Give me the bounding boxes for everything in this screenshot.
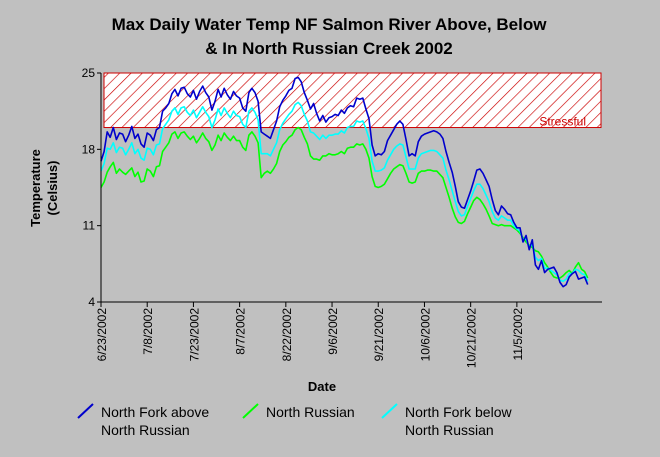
legend-label-below-2: North Russian (405, 422, 494, 438)
legend-swatch-north-russian (242, 403, 259, 419)
legend: North Fork above North Russian North Rus… (77, 403, 512, 438)
legend-swatch-above (77, 403, 94, 419)
x-tick-label: 8/22/2002 (280, 308, 294, 362)
series-layer (100, 76, 589, 288)
x-ticks: 6/23/2002 7/8/2002 7/23/2002 8/7/2002 8/22/2… (95, 302, 525, 368)
series-line-north-fork-above (100, 76, 589, 288)
legend-label-above-2: North Russian (101, 422, 190, 438)
stressful-band (103, 72, 602, 129)
y-tick-label: 4 (88, 295, 95, 309)
y-axis-title-line1: Temperature (28, 149, 43, 227)
legend-label-north-russian: North Russian (266, 404, 355, 420)
x-tick-label: 6/23/2002 (95, 308, 109, 362)
series-line-north-russian (100, 126, 589, 279)
y-tick-label: 11 (83, 219, 96, 233)
legend-label-above-1: North Fork above (101, 404, 209, 420)
x-tick-label: 10/6/2002 (418, 308, 432, 362)
y-tick-label: 18 (82, 142, 96, 156)
y-ticks: 4 11 18 25 (82, 66, 101, 309)
chart-title-line1: Max Daily Water Temp NF Salmon River Abo… (112, 15, 548, 34)
y-axis-title-line2: (Celsius) (45, 161, 60, 216)
x-tick-label: 7/8/2002 (141, 308, 155, 355)
x-tick-label: 9/21/2002 (372, 308, 386, 362)
legend-swatch-below (381, 403, 398, 419)
x-tick-label: 8/7/2002 (234, 308, 248, 355)
x-tick-label: 9/6/2002 (326, 308, 340, 355)
series-line-north-fork-below (100, 101, 589, 283)
chart-title-line2: & In North Russian Creek 2002 (205, 39, 453, 58)
y-tick-label: 25 (82, 66, 96, 80)
legend-label-below-1: North Fork below (405, 404, 512, 420)
stressful-label: Stressful (539, 115, 586, 129)
x-tick-label: 10/21/2002 (465, 308, 479, 368)
x-tick-label: 7/23/2002 (187, 308, 201, 362)
x-tick-label: 11/5/2002 (511, 308, 525, 361)
x-axis-title: Date (308, 379, 336, 394)
